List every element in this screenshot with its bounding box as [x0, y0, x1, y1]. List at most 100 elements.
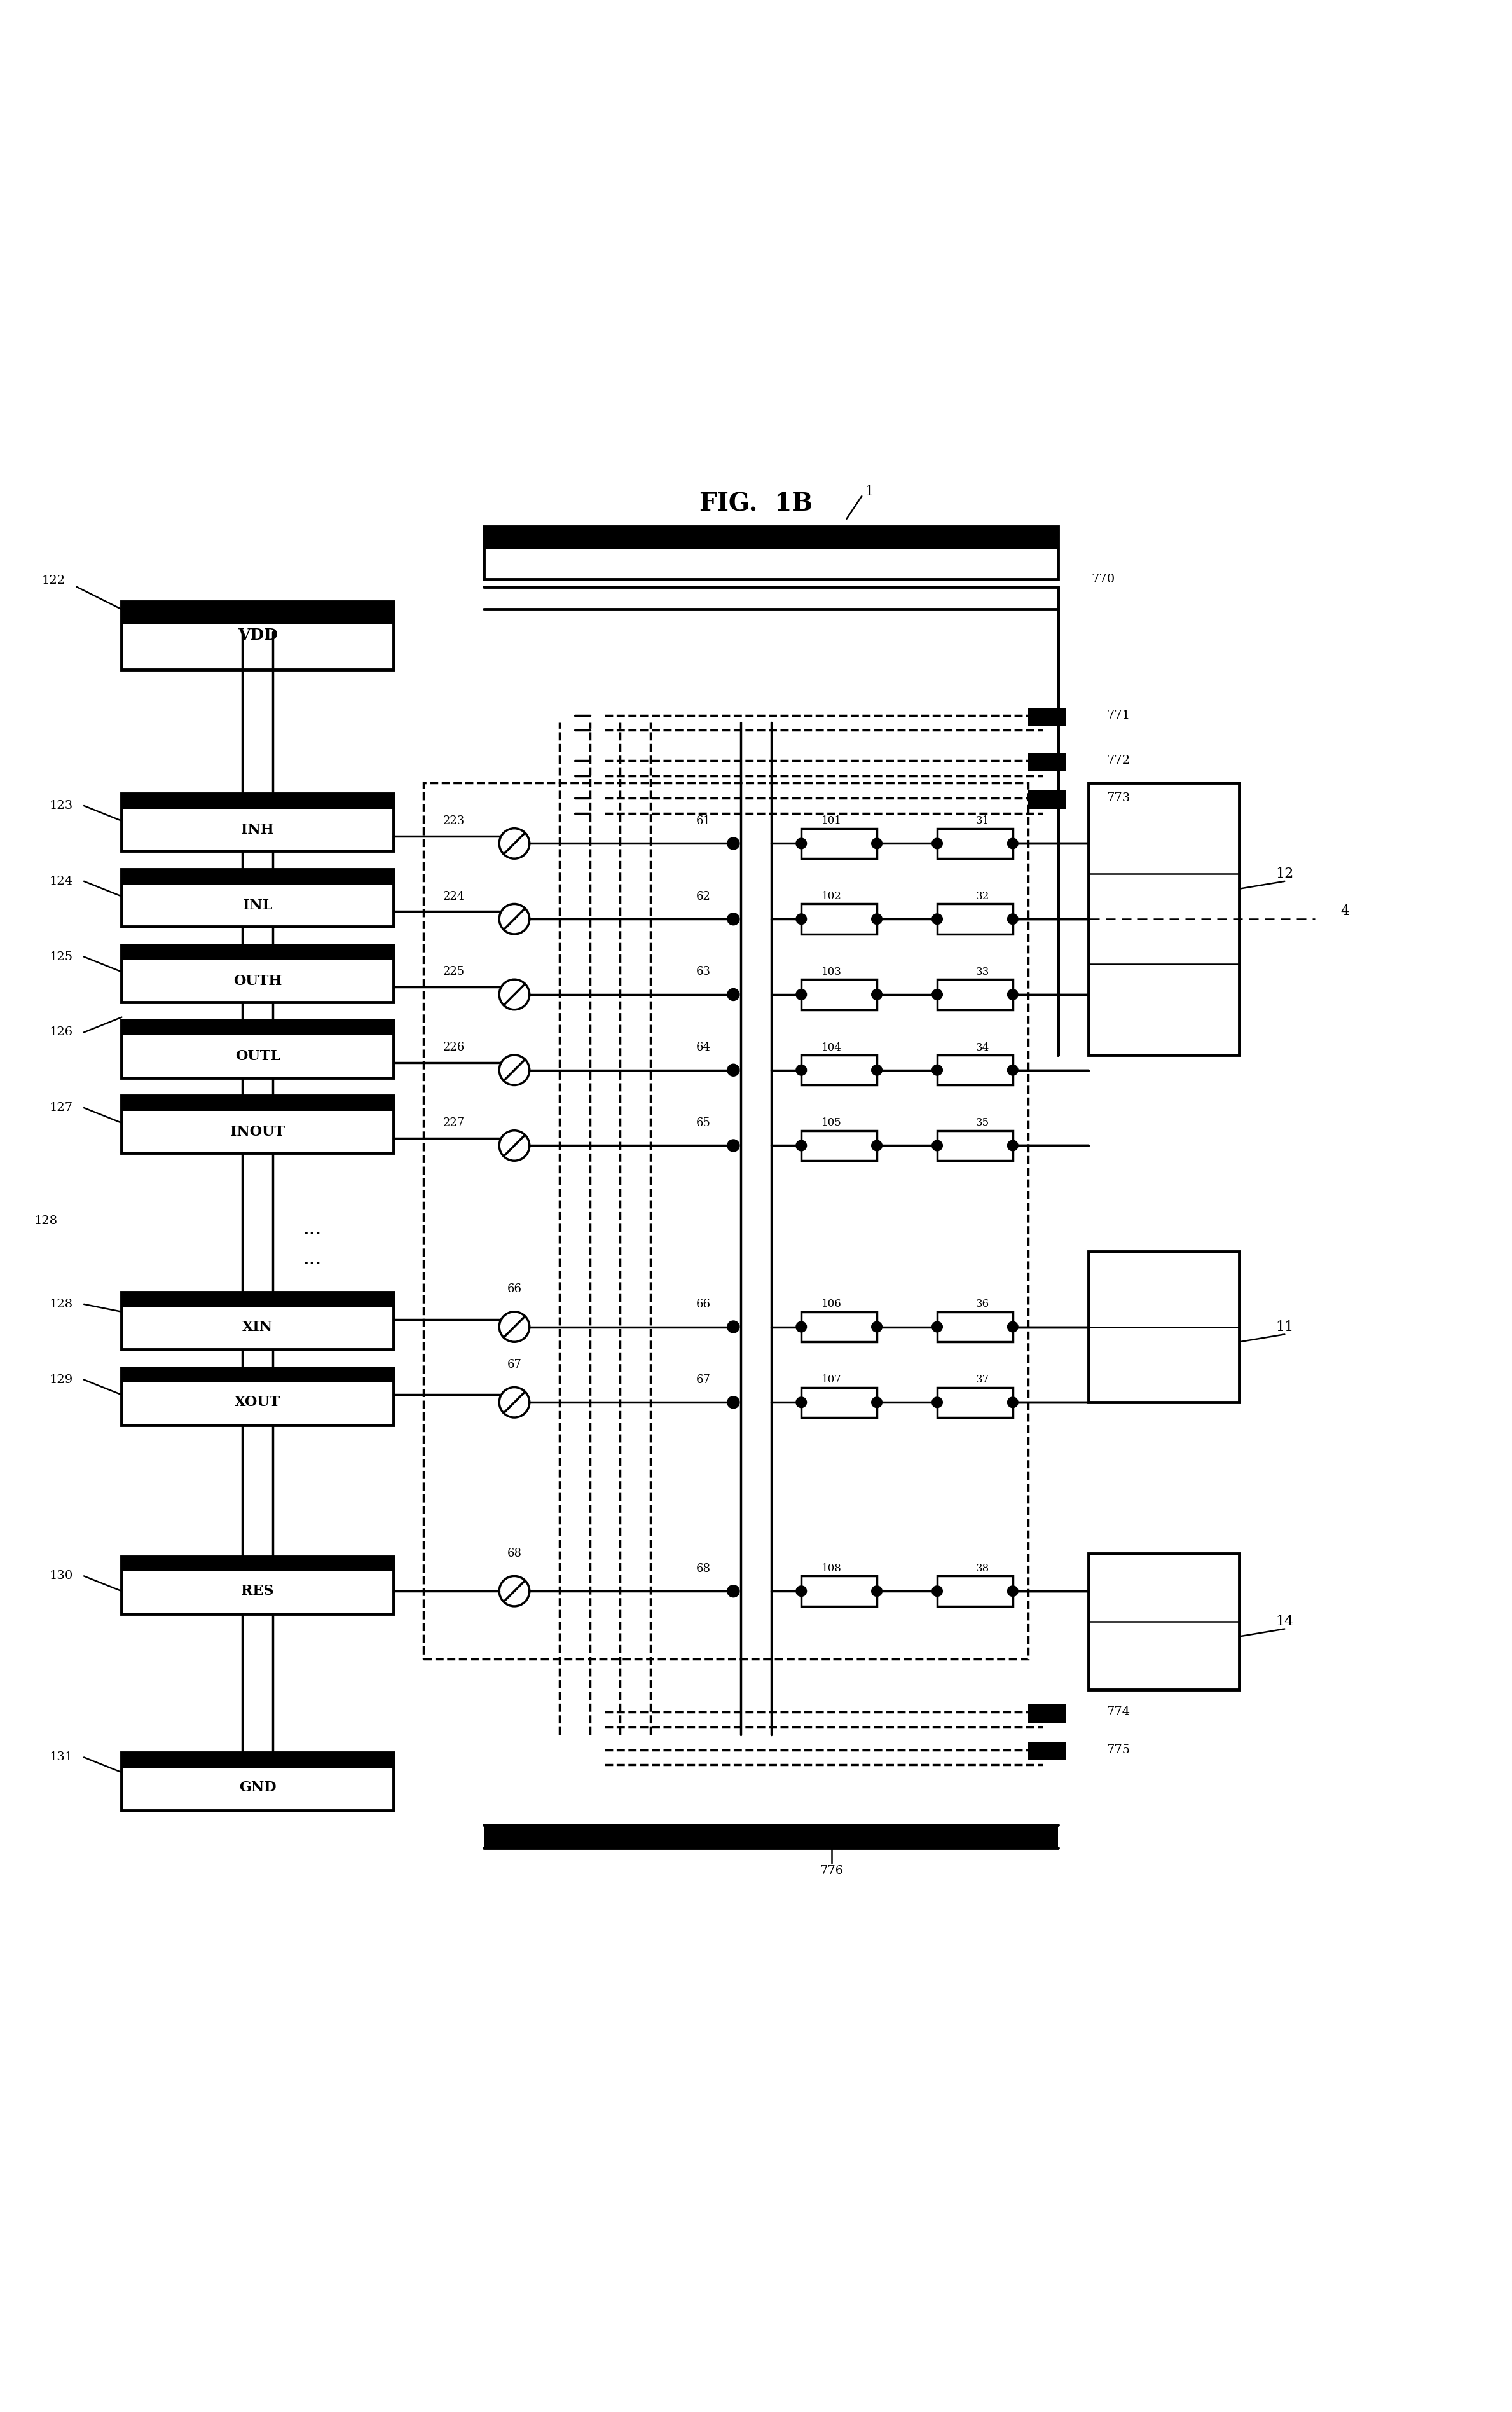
Circle shape [871, 989, 881, 1001]
FancyBboxPatch shape [801, 1312, 877, 1341]
Text: 130: 130 [50, 1570, 73, 1582]
Circle shape [871, 1397, 881, 1409]
Text: 11: 11 [1276, 1319, 1294, 1334]
Circle shape [931, 1141, 942, 1151]
Circle shape [795, 1585, 806, 1597]
Text: 31: 31 [975, 815, 989, 827]
FancyBboxPatch shape [121, 868, 393, 926]
Text: 126: 126 [50, 1028, 73, 1037]
FancyBboxPatch shape [121, 1368, 393, 1425]
Text: 101: 101 [821, 815, 842, 827]
Circle shape [727, 837, 739, 849]
FancyBboxPatch shape [937, 1312, 1013, 1341]
Circle shape [795, 914, 806, 924]
Circle shape [871, 914, 881, 924]
Text: 14: 14 [1276, 1614, 1294, 1628]
Text: 772: 772 [1107, 755, 1131, 767]
Circle shape [795, 839, 806, 849]
Text: 227: 227 [443, 1117, 464, 1129]
FancyBboxPatch shape [121, 1556, 393, 1573]
Text: 104: 104 [821, 1042, 842, 1052]
Circle shape [1007, 914, 1018, 924]
Text: 37: 37 [975, 1375, 989, 1384]
Circle shape [931, 839, 942, 849]
FancyBboxPatch shape [801, 1387, 877, 1418]
Text: 67: 67 [507, 1358, 522, 1370]
Text: 68: 68 [696, 1563, 711, 1575]
Text: 124: 124 [50, 876, 73, 888]
Text: 103: 103 [821, 967, 842, 977]
Text: 1: 1 [865, 485, 874, 499]
FancyBboxPatch shape [937, 1575, 1013, 1606]
Text: 61: 61 [696, 815, 711, 827]
Circle shape [1007, 839, 1018, 849]
Text: XOUT: XOUT [234, 1397, 281, 1409]
Text: 106: 106 [821, 1298, 842, 1310]
FancyBboxPatch shape [1028, 1741, 1066, 1761]
FancyBboxPatch shape [484, 526, 1058, 550]
FancyBboxPatch shape [1089, 784, 1240, 1054]
Circle shape [795, 1141, 806, 1151]
Circle shape [1007, 1141, 1018, 1151]
FancyBboxPatch shape [121, 868, 393, 885]
Circle shape [871, 1585, 881, 1597]
Circle shape [931, 1322, 942, 1331]
FancyBboxPatch shape [937, 979, 1013, 1011]
Text: 225: 225 [443, 967, 464, 977]
FancyBboxPatch shape [121, 1754, 393, 1768]
Text: 129: 129 [50, 1375, 73, 1384]
Circle shape [931, 989, 942, 1001]
Text: 102: 102 [821, 890, 842, 902]
Text: 123: 123 [50, 801, 73, 810]
FancyBboxPatch shape [121, 1556, 393, 1614]
Text: 32: 32 [975, 890, 989, 902]
Text: 64: 64 [696, 1042, 711, 1054]
Text: 67: 67 [696, 1375, 711, 1384]
Text: 773: 773 [1107, 794, 1131, 803]
FancyBboxPatch shape [121, 794, 393, 851]
Text: 128: 128 [50, 1298, 73, 1310]
Text: 34: 34 [975, 1042, 989, 1052]
FancyBboxPatch shape [1028, 707, 1066, 726]
FancyBboxPatch shape [801, 1575, 877, 1606]
FancyBboxPatch shape [1028, 753, 1066, 772]
FancyBboxPatch shape [937, 827, 1013, 859]
Text: ...: ... [302, 1218, 322, 1237]
FancyBboxPatch shape [937, 1054, 1013, 1085]
Text: 68: 68 [507, 1549, 522, 1558]
FancyBboxPatch shape [801, 827, 877, 859]
Circle shape [727, 1585, 739, 1597]
FancyBboxPatch shape [484, 526, 1058, 579]
Circle shape [931, 1397, 942, 1409]
Text: INL: INL [243, 897, 272, 912]
FancyBboxPatch shape [937, 1131, 1013, 1160]
Circle shape [727, 989, 739, 1001]
FancyBboxPatch shape [937, 904, 1013, 933]
Text: 63: 63 [696, 967, 711, 977]
FancyBboxPatch shape [121, 946, 393, 960]
Circle shape [871, 1141, 881, 1151]
FancyBboxPatch shape [121, 1095, 393, 1112]
Text: VDD: VDD [237, 627, 278, 642]
FancyBboxPatch shape [121, 603, 393, 671]
Text: INOUT: INOUT [230, 1124, 284, 1138]
Text: 66: 66 [507, 1283, 522, 1295]
Text: 36: 36 [975, 1298, 989, 1310]
FancyBboxPatch shape [121, 794, 393, 808]
FancyBboxPatch shape [121, 1020, 393, 1035]
FancyBboxPatch shape [1028, 791, 1066, 808]
FancyBboxPatch shape [801, 979, 877, 1011]
FancyBboxPatch shape [121, 1368, 393, 1382]
Text: 223: 223 [443, 815, 464, 827]
FancyBboxPatch shape [121, 1293, 393, 1307]
Text: 4: 4 [1341, 904, 1350, 919]
FancyBboxPatch shape [121, 603, 393, 625]
Circle shape [727, 914, 739, 926]
Circle shape [871, 1322, 881, 1331]
Text: 771: 771 [1107, 709, 1131, 721]
Text: RES: RES [242, 1585, 274, 1599]
FancyBboxPatch shape [121, 1095, 393, 1153]
Text: 38: 38 [975, 1563, 989, 1575]
Text: 776: 776 [820, 1864, 844, 1877]
FancyBboxPatch shape [801, 1054, 877, 1085]
